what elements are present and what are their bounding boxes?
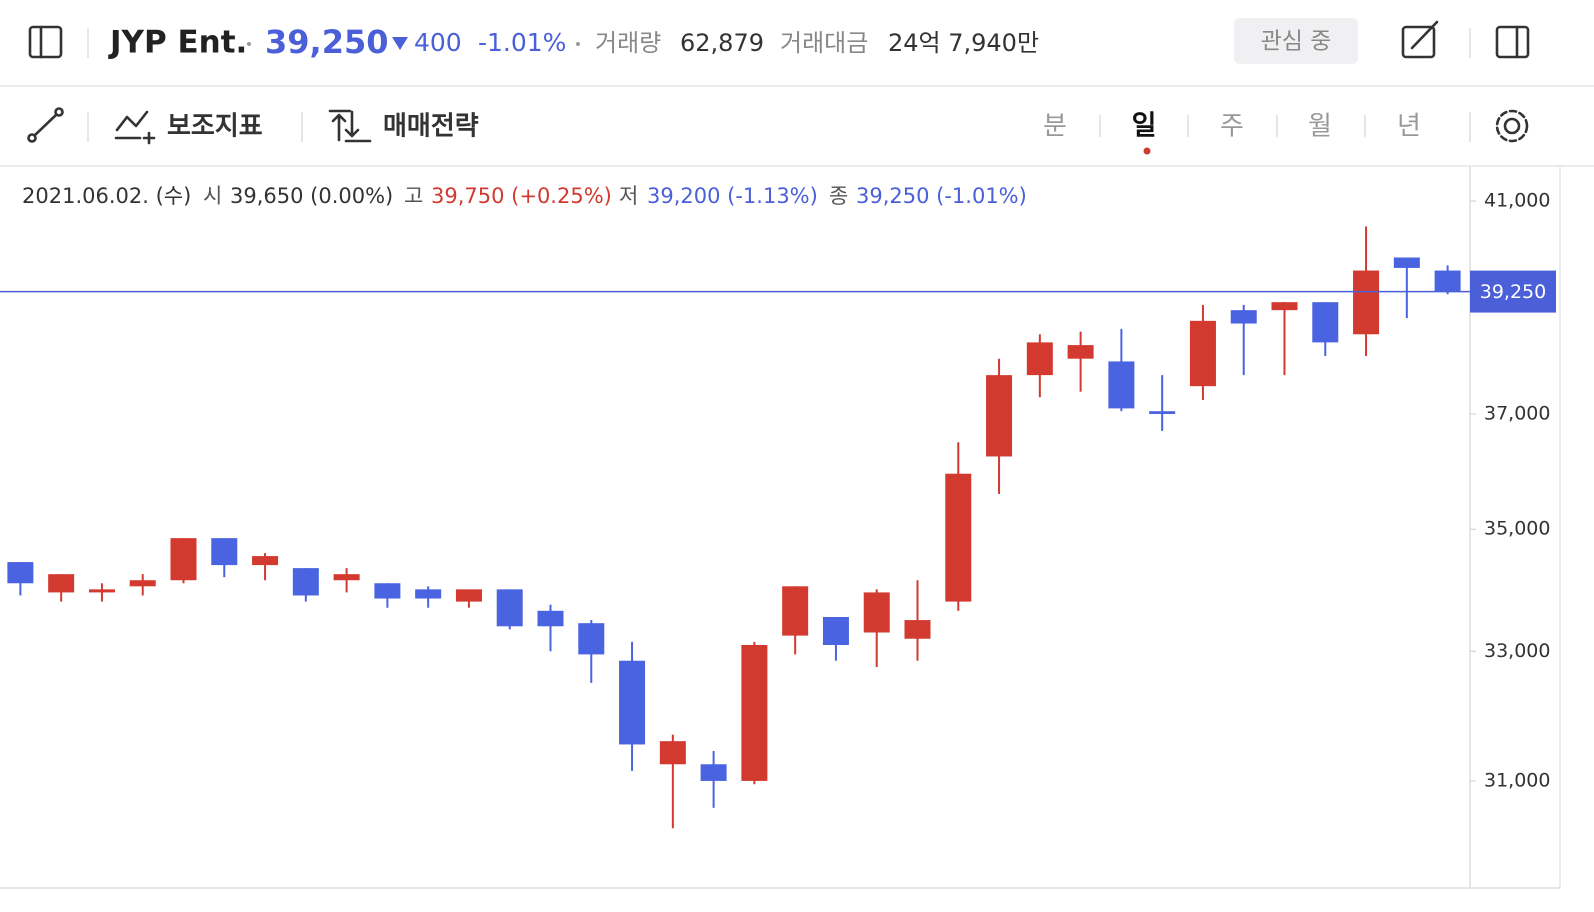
candle-body — [415, 589, 442, 599]
candle-body — [537, 610, 564, 627]
candle-body — [333, 574, 360, 581]
line-tool[interactable] — [27, 107, 64, 143]
volume: 62,879 — [680, 29, 764, 57]
candle-body — [496, 589, 523, 627]
indicator-icon[interactable] — [114, 110, 156, 145]
candle-body — [7, 562, 34, 584]
period-tab[interactable]: 주 — [1220, 112, 1244, 142]
info-low: 39,200 (-1.13%) — [647, 184, 818, 208]
amount: 24억 7,940만 — [888, 29, 1039, 57]
candle-body — [904, 620, 931, 639]
info-close-label: 종 — [829, 184, 848, 208]
candle-body — [1189, 320, 1216, 387]
candle-body — [863, 592, 890, 633]
candle-body — [741, 644, 768, 781]
candle-body — [659, 741, 686, 765]
candle-body — [578, 623, 605, 655]
info-close: 39,250 (-1.01%) — [856, 184, 1027, 208]
info-open-label: 시 — [203, 184, 222, 208]
candle-body — [1393, 257, 1420, 268]
dot — [247, 42, 251, 46]
info-low-label: 저 — [619, 184, 638, 208]
candle-body — [1149, 411, 1176, 414]
price-tag — [1470, 270, 1556, 313]
candle-body — [1353, 270, 1380, 335]
y-tick-label: 37,000 — [1484, 402, 1550, 424]
y-tick-label: 41,000 — [1484, 190, 1550, 212]
dot — [576, 42, 580, 46]
ohlc-info: 2021.06.02. (수) 시 39,650 (0.00%) 고 39,75… — [22, 184, 1027, 208]
candle-body — [48, 574, 75, 593]
candle-body — [986, 375, 1013, 457]
candle-body — [1312, 302, 1339, 343]
price-tag-label: 39,250 — [1480, 281, 1546, 303]
candle-body — [455, 589, 482, 602]
period-tab[interactable]: 월 — [1308, 112, 1332, 142]
candle-body — [1434, 270, 1461, 292]
period-tab-selected[interactable]: 일 — [1132, 111, 1157, 142]
candle-body — [1271, 302, 1298, 311]
y-tick-label: 35,000 — [1484, 518, 1550, 540]
watch-label: 관심 중 — [1261, 29, 1332, 55]
info-open: 39,650 (0.00%) — [230, 184, 393, 208]
candle-body — [1026, 342, 1053, 376]
amount-label: 거래대금 — [780, 29, 868, 57]
settings-button[interactable] — [1495, 109, 1529, 143]
candle-body — [619, 660, 646, 745]
period-tab[interactable]: 년 — [1397, 112, 1421, 142]
sidebar-toggle[interactable] — [28, 25, 63, 59]
period-tab[interactable]: 분 — [1043, 112, 1067, 142]
panel-toggle[interactable] — [1495, 25, 1530, 59]
candle-body — [252, 556, 279, 566]
candle-body — [292, 568, 319, 596]
y-tick-label: 31,000 — [1484, 769, 1550, 791]
candle-body — [945, 473, 972, 602]
price: 39,250 — [265, 23, 388, 61]
edit-button[interactable] — [1401, 20, 1439, 59]
change: 400 — [414, 28, 462, 57]
candle-body — [374, 583, 401, 599]
stock-name: JYP Ent. — [108, 25, 247, 61]
selected-dot — [1143, 147, 1151, 155]
change-rate: -1.01% — [478, 28, 566, 57]
plot: 31,00033,00035,00037,00039,00041,00039,2… — [0, 190, 1556, 829]
candle-body — [822, 616, 849, 645]
info-high-label: 고 — [404, 184, 423, 208]
candle-body — [1067, 345, 1094, 359]
info-date: 2021.06.02. (수) — [22, 184, 191, 208]
candle-body — [88, 589, 115, 593]
candle-body — [211, 538, 238, 566]
candle-body — [129, 580, 156, 587]
indicators-button[interactable]: 보조지표 — [167, 112, 263, 142]
y-tick-label: 33,000 — [1484, 640, 1550, 662]
candle-body — [1230, 310, 1257, 324]
strategy-button[interactable]: 매매전략 — [383, 112, 479, 142]
candle-body — [170, 538, 197, 581]
header: JYP Ent. 39,250 400 -1.01% 거래량 62,879 거래… — [0, 18, 1594, 87]
strategy-icon[interactable] — [328, 109, 372, 143]
candle-body — [700, 764, 727, 781]
info-high: 39,750 (+0.25%) — [431, 184, 612, 208]
volume-label: 거래량 — [595, 29, 661, 57]
candle-body — [1108, 361, 1135, 409]
down-arrow — [392, 37, 408, 50]
toolbar: 보조지표 매매전략 분 일 주 월 년 — [0, 107, 1594, 167]
candle-body — [782, 586, 809, 636]
watch-button[interactable] — [1234, 18, 1358, 64]
